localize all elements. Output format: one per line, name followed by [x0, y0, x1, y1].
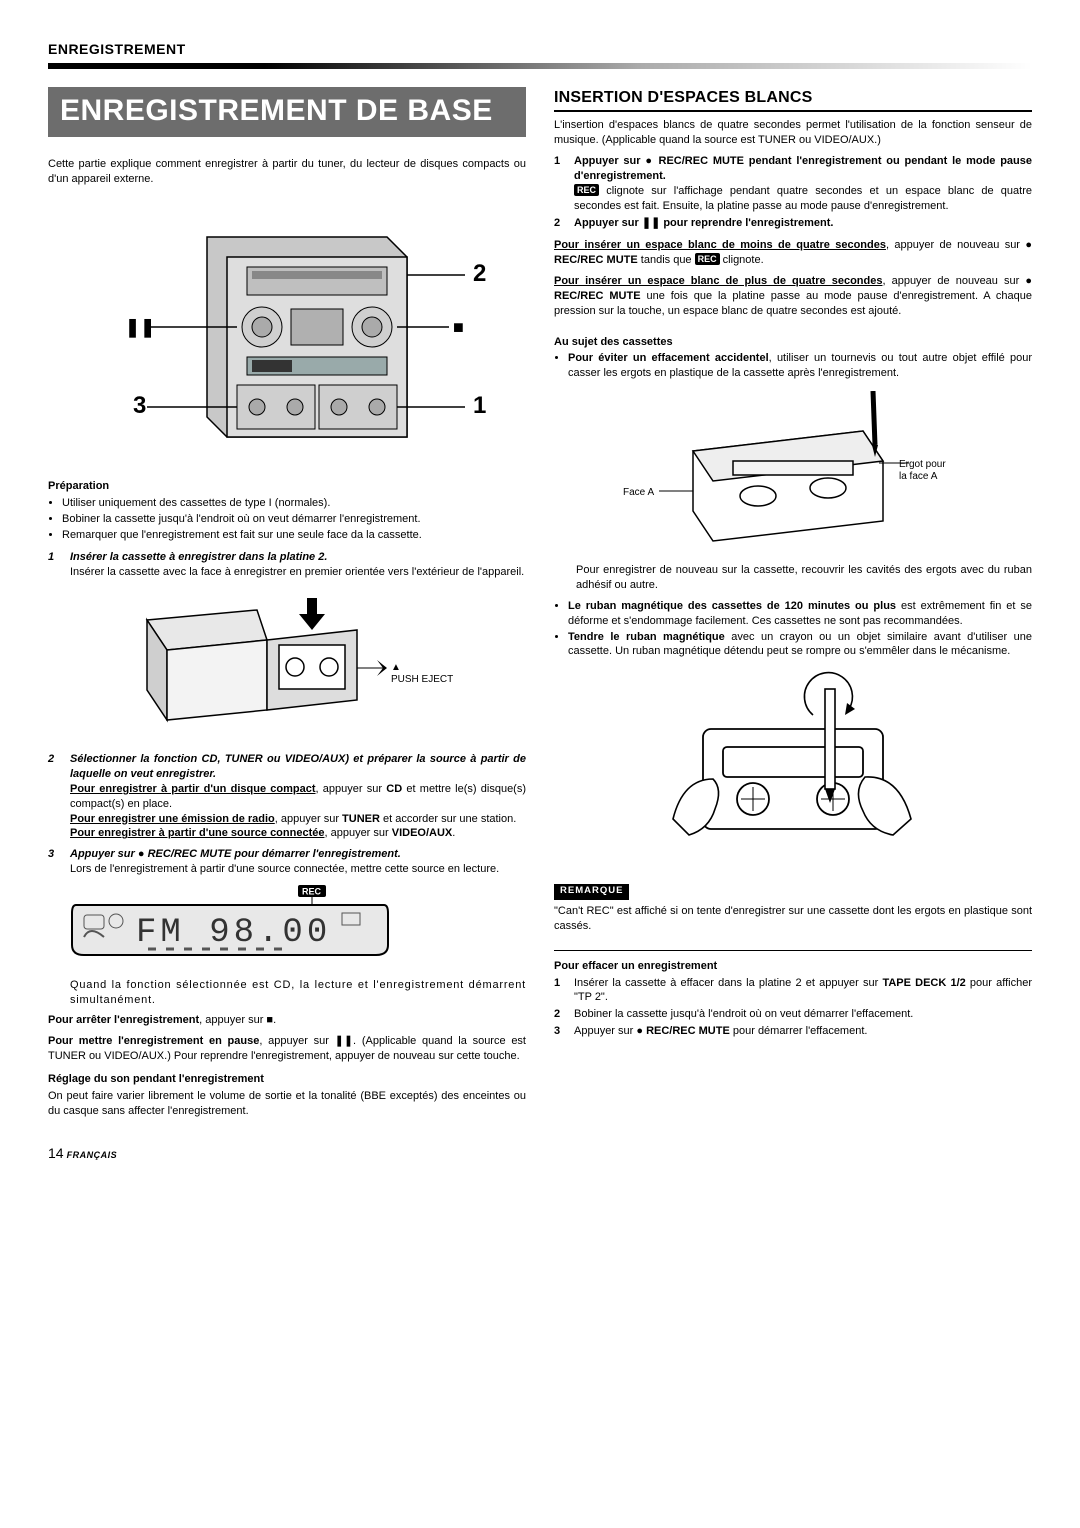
erase-step-1: 1 Insérer la cassette à effacer dans la …	[554, 976, 1032, 1006]
step-title: Sélectionner la fonction CD, TUNER ou VI…	[70, 752, 526, 782]
cassette-insert-diagram: ▲ PUSH EJECT	[48, 590, 526, 740]
prep-item: Bobiner la cassette jusqu'à l'endroit où…	[62, 512, 526, 527]
pencil-tension-diagram	[554, 669, 1032, 869]
title-banner: ENREGISTREMENT DE BASE	[48, 87, 526, 138]
blank-step-1: 1 Appuyer sur ● REC/REC MUTE pendant l'e…	[554, 154, 1032, 213]
re-record-note: Pour enregistrer de nouveau sur la casse…	[554, 563, 1032, 593]
blank-steps: 1 Appuyer sur ● REC/REC MUTE pendant l'e…	[554, 154, 1032, 230]
preparation-list: Utiliser uniquement des cassettes de typ…	[48, 496, 526, 543]
stop-symbol: ■	[453, 317, 464, 337]
volume-body: On peut faire varier librement le volume…	[48, 1089, 526, 1119]
cassette-bullet-1: Pour éviter un effacement accidentel, ut…	[554, 351, 1032, 381]
pause-instruction: Pour mettre l'enregistrement en pause, a…	[48, 1034, 526, 1064]
page-number: 14	[48, 1145, 64, 1161]
right-column: INSERTION D'ESPACES BLANCS L'insertion d…	[554, 87, 1032, 1125]
step2-line-aux: Pour enregistrer à partir d'une source c…	[70, 826, 526, 841]
less-than-4s: Pour insérer un espace blanc de moins de…	[554, 238, 1032, 268]
tension-tape-bullet: Tendre le ruban magnétique avec un crayo…	[568, 630, 1032, 660]
remark-tag: REMARQUE	[554, 884, 629, 900]
stereo-diagram: 2 1 3 ❚❚ ■	[48, 197, 526, 467]
page-columns: ENREGISTREMENT DE BASE Cette partie expl…	[48, 87, 1032, 1125]
callout-3: 3	[133, 392, 146, 419]
push-eject-label: PUSH EJECT	[391, 674, 453, 685]
section-tag: Enregistrement	[48, 40, 1032, 59]
step-body-text: Lors de l'enregistrement à partir d'une …	[70, 862, 526, 877]
step2-line-tuner: Pour enregistrer une émission de radio, …	[70, 812, 526, 827]
cassette-bullets-rest: Le ruban magnétique des cassettes de 120…	[554, 599, 1032, 659]
svg-text:▲: ▲	[391, 662, 401, 673]
step2-line-cd: Pour enregistrer à partir d'un disque co…	[70, 782, 526, 812]
step-3: 3 Appuyer sur ● REC/REC MUTE pour démarr…	[48, 847, 526, 877]
lcd-text: FM 98.00	[136, 914, 331, 952]
rec-badge: REC	[574, 184, 599, 196]
blank-space-heading: INSERTION D'ESPACES BLANCS	[554, 87, 1032, 113]
prep-item: Remarquer que l'enregistrement est fait …	[62, 528, 526, 543]
step-body-text: Insérer la cassette avec la face à enreg…	[70, 565, 526, 580]
tape-120-bullet: Le ruban magnétique des cassettes de 120…	[568, 599, 1032, 629]
page-footer: 14 FRANÇAIS	[48, 1144, 1032, 1163]
divider	[554, 950, 1032, 951]
stop-instruction: Pour arrêter l'enregistrement, appuyer s…	[48, 1013, 526, 1028]
pause-symbol: ❚❚	[125, 317, 155, 338]
step-title: Appuyer sur ● REC/REC MUTE pour démarrer…	[70, 847, 526, 862]
erase-step-3: 3 Appuyer sur ● REC/REC MUTE pour démarr…	[554, 1024, 1032, 1039]
step-number: 1	[48, 550, 60, 580]
step-2: 2 Sélectionner la fonction CD, TUNER ou …	[48, 752, 526, 841]
erase-step-2: 2 Bobiner la cassette jusqu'à l'endroit …	[554, 1007, 1032, 1022]
intro-paragraph: Cette partie explique comment enregistre…	[48, 157, 526, 187]
erase-steps: 1 Insérer la cassette à effacer dans la …	[554, 976, 1032, 1039]
step-number: 3	[48, 847, 60, 877]
avoid-erase-bullet: Pour éviter un effacement accidentel, ut…	[568, 351, 1032, 381]
language-label: FRANÇAIS	[67, 1150, 118, 1160]
after-lcd-note: Quand la fonction sélectionnée est CD, l…	[48, 978, 526, 1008]
remark-body: "Can't REC" est affiché si on tente d'en…	[554, 904, 1032, 934]
gradient-divider	[48, 63, 1032, 69]
step-title: Insérer la cassette à enregistrer dans l…	[70, 550, 526, 565]
erase-heading: Pour effacer un enregistrement	[554, 959, 1032, 974]
callout-1: 1	[473, 392, 486, 419]
cassette-heading: Au sujet des cassettes	[554, 335, 1032, 350]
face-a-label: Face A	[623, 487, 654, 498]
step-1: 1 Insérer la cassette à enregistrer dans…	[48, 550, 526, 580]
svg-text:REC: REC	[302, 886, 322, 896]
cassette-tab-diagram: Face A Ergot pour la face A	[554, 391, 1032, 551]
left-column: ENREGISTREMENT DE BASE Cette partie expl…	[48, 87, 526, 1125]
callout-2: 2	[473, 260, 486, 287]
blank-intro: L'insertion d'espaces blancs de quatre s…	[554, 118, 1032, 148]
more-than-4s: Pour insérer un espace blanc de plus de …	[554, 274, 1032, 319]
step-number: 2	[48, 752, 60, 841]
volume-heading: Réglage du son pendant l'enregistrement	[48, 1072, 526, 1087]
tab-a-label: Ergot pour la face A	[899, 459, 948, 482]
preparation-heading: Préparation	[48, 479, 526, 494]
prep-item: Utiliser uniquement des cassettes de typ…	[62, 496, 526, 511]
blank-step-2: 2 Appuyer sur ❚❚ pour reprendre l'enregi…	[554, 216, 1032, 231]
lcd-display: REC FM 98.00	[48, 885, 526, 968]
